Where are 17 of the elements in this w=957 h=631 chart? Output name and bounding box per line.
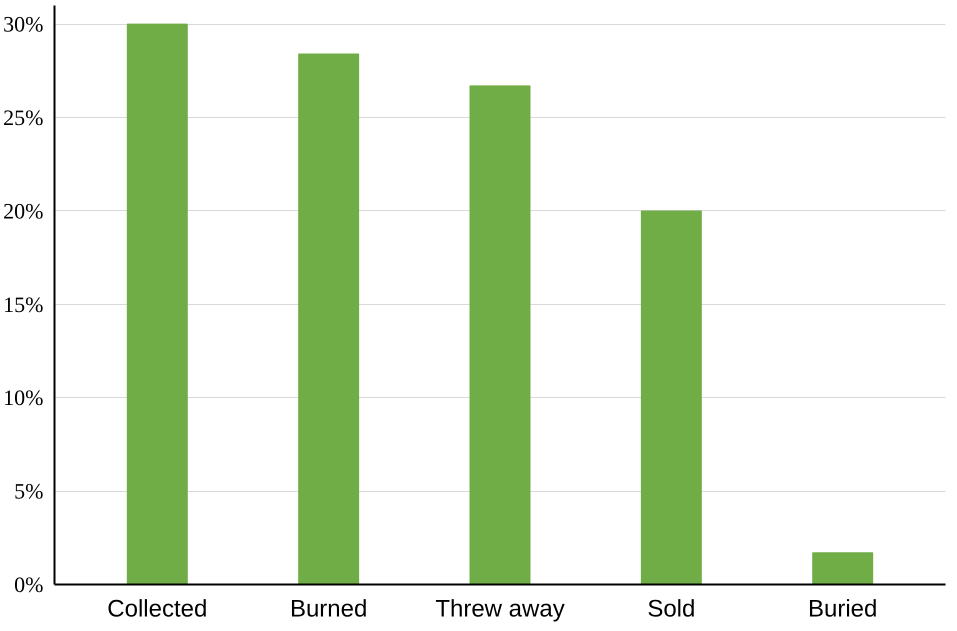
y-tick-label: 25% [3, 105, 44, 130]
y-tick-label: 30% [3, 12, 44, 37]
x-tick-label: Buried [808, 596, 878, 622]
x-tick-label: Sold [647, 596, 696, 622]
y-tick-label: 0% [14, 572, 44, 597]
y-tick-label: 20% [3, 198, 44, 224]
x-tick-label: Burned [290, 596, 368, 622]
bar [126, 24, 188, 584]
bar [470, 85, 530, 584]
y-tick-label: 10% [3, 385, 44, 410]
x-tick-label: Collected [107, 596, 208, 622]
y-tick-label: 15% [3, 292, 44, 317]
x-tick-label: Threw away [435, 596, 565, 622]
bar [640, 210, 702, 584]
bar [298, 54, 360, 584]
bar [812, 552, 874, 584]
y-tick-label: 5% [14, 478, 44, 504]
